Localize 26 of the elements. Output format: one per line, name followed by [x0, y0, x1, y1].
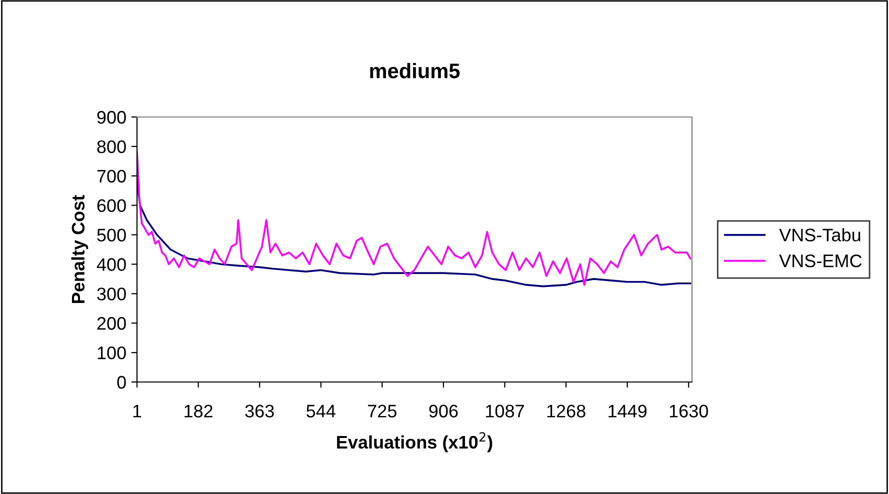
line-series [137, 151, 692, 286]
x-tick-label: 544 [306, 404, 336, 418]
y-tick-label: 800 [97, 140, 126, 154]
y-tick-label: 300 [97, 288, 126, 300]
y-tick-label: 0 [117, 376, 126, 389]
legend-label: VNS-EMC [779, 254, 862, 268]
x-tick-label: 725 [368, 404, 396, 418]
x-tick-label: 363 [245, 404, 274, 418]
y-tick-label: 900 [97, 110, 126, 124]
x-tick-label: 1268 [547, 404, 586, 418]
x-tick-label: 906 [429, 404, 458, 418]
x-tick-label: 182 [184, 404, 212, 418]
y-tick-label: 100 [98, 346, 126, 360]
y-tick-label: 700 [97, 170, 126, 183]
y-tick-label: 500 [97, 228, 126, 242]
y-tick-label: 200 [97, 317, 126, 330]
legend-label: VNS-Tabu [779, 228, 860, 242]
x-axis-title: Evaluations (x10$^{2}$) [337, 432, 492, 452]
y-tick-label: 400 [96, 258, 126, 271]
y-tick-label: 600 [97, 199, 126, 212]
x-tick-label: 1630 [670, 404, 708, 418]
chart-title: medium5 [370, 63, 460, 78]
x-tick-label: 1 [133, 404, 142, 418]
y-axis-title: Penalty Cost [71, 195, 88, 303]
x-tick-label: 1087 [486, 404, 524, 418]
x-tick-label: 1449 [608, 404, 647, 418]
